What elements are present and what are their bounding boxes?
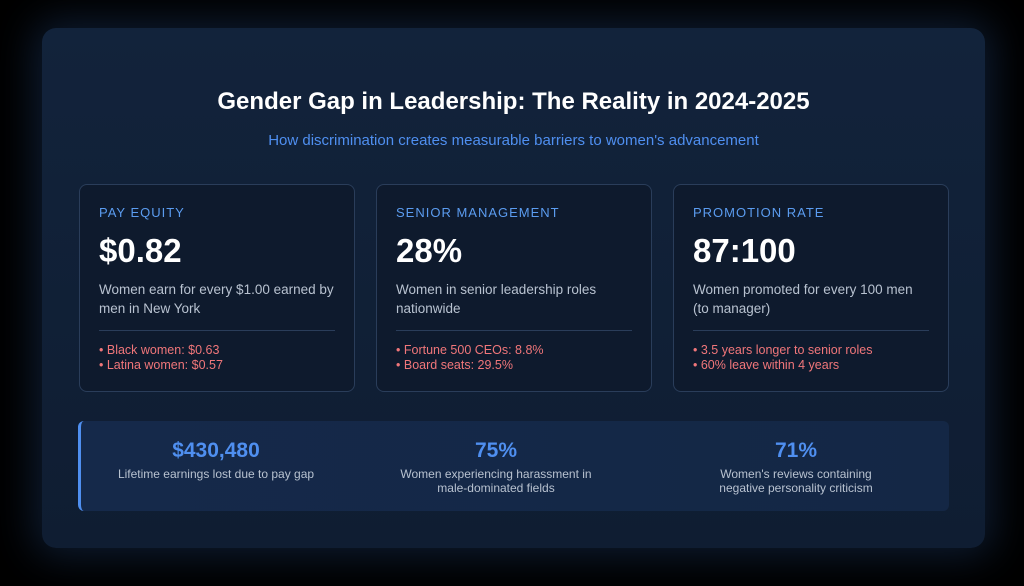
card-label: SENIOR MANAGEMENT bbox=[396, 205, 560, 220]
stat-value: 75% bbox=[474, 439, 518, 462]
stat-card: SENIOR MANAGEMENT 28% Women in senior lead… bbox=[376, 184, 652, 392]
stat-label: Lifetime earnings lost due to pay gap bbox=[117, 467, 315, 481]
stat-label: Women's reviews containing negative pers… bbox=[719, 467, 873, 495]
summary-stat: 71% Women's reviews containing negative p… bbox=[686, 439, 906, 495]
stat-value: $430,480 bbox=[172, 439, 260, 462]
panel: Gender Gap in Leadership: The Reality in… bbox=[42, 28, 985, 548]
stats-strip: $430,480 Lifetime earnings lost due to pa… bbox=[78, 421, 949, 511]
card-label: PAY EQUITY bbox=[99, 205, 185, 220]
card-description: Women earn for every $1.00 earned by men… bbox=[99, 282, 334, 316]
bullet-item: 3.5 years longer to senior roles bbox=[693, 343, 929, 358]
divider bbox=[99, 330, 335, 331]
divider bbox=[693, 330, 929, 331]
subtitle: How discrimination creates measurable ba… bbox=[268, 132, 759, 149]
stat-label: Women experiencing harassment in male-do… bbox=[400, 467, 592, 495]
cards: PAY EQUITY $0.82 Women earn for every $1.0… bbox=[79, 184, 949, 392]
bullet-item: Latina women: $0.57 bbox=[99, 358, 335, 373]
card-description: Women promoted for every 100 men (to man… bbox=[693, 282, 913, 316]
bullet-item: 60% leave within 4 years bbox=[693, 358, 929, 373]
bullet-item: Board seats: 29.5% bbox=[396, 358, 632, 373]
summary-stat: 75% Women experiencing harassment in male… bbox=[386, 439, 606, 495]
bullet-item: Black women: $0.63 bbox=[99, 343, 335, 358]
card-value: 28% bbox=[396, 232, 463, 269]
stat-value: 71% bbox=[774, 439, 818, 462]
card-value: 87:100 bbox=[693, 232, 796, 269]
card-value: $0.82 bbox=[99, 232, 182, 269]
divider bbox=[396, 330, 632, 331]
title: Gender Gap in Leadership: The Reality in… bbox=[217, 88, 810, 115]
stat-card: PAY EQUITY $0.82 Women earn for every $1.0… bbox=[79, 184, 355, 392]
bullet-list: Fortune 500 CEOs: 8.8%Board seats: 29.5% bbox=[396, 343, 632, 373]
card-description: Women in senior leadership roles nationw… bbox=[396, 282, 597, 316]
bullet-list: Black women: $0.63Latina women: $0.57 bbox=[99, 343, 335, 373]
bullet-item: Fortune 500 CEOs: 8.8% bbox=[396, 343, 632, 358]
bullet-list: 3.5 years longer to senior roles60% leav… bbox=[693, 343, 929, 373]
stat-card: PROMOTION RATE 87:100 Women promoted for e… bbox=[673, 184, 949, 392]
card-label: PROMOTION RATE bbox=[693, 205, 825, 220]
summary-stat: $430,480 Lifetime earnings lost due to pa… bbox=[106, 439, 326, 481]
